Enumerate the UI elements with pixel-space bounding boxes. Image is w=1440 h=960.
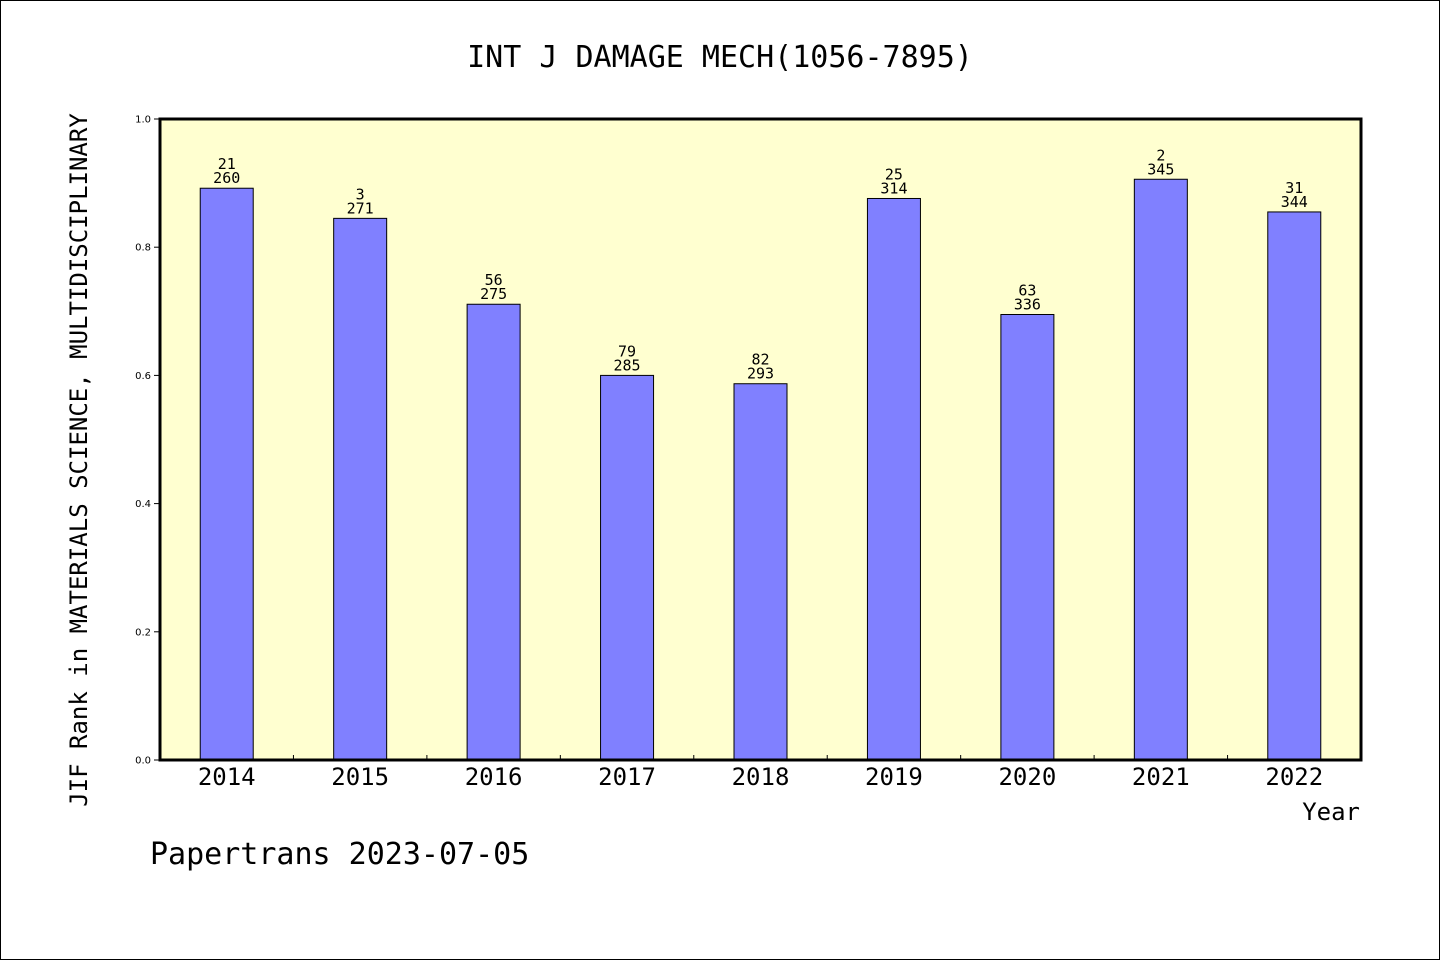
data-label-total-2021: 345 <box>1147 160 1174 178</box>
plot-border <box>158 117 1363 762</box>
data-label-rank-2015: 3 <box>356 185 365 203</box>
x-tick-label-2019: 2019 <box>865 763 923 791</box>
data-label-total-2018: 293 <box>747 365 774 383</box>
x-tick-label-2021: 2021 <box>1132 763 1190 791</box>
y-tick-label: 0.0 <box>135 756 151 767</box>
x-tick-label-2014: 2014 <box>198 763 256 791</box>
bar-2022 <box>1267 211 1322 761</box>
y-tick-label: 0.2 <box>135 627 151 638</box>
footer-source-date: Papertrans 2023-07-05 <box>150 837 529 872</box>
x-tick-label-2018: 2018 <box>732 763 790 791</box>
data-label-rank-2019: 25 <box>885 165 903 183</box>
x-tick-label-2020: 2020 <box>998 763 1056 791</box>
data-label-total-2017: 285 <box>614 356 641 374</box>
data-label-rank-2017: 79 <box>618 342 636 360</box>
bar-2015 <box>333 217 388 761</box>
bar-group <box>199 178 1322 761</box>
bar-2014 <box>199 187 254 761</box>
x-axis-ticks: 2014 2015 2016 2017 2018 2019 2020 2021 2022 <box>198 755 1323 791</box>
bar-2019 <box>866 197 921 761</box>
data-label-rank-2022: 31 <box>1285 179 1303 197</box>
data-label-total-2015: 271 <box>347 199 374 217</box>
y-tick-label: 0.8 <box>135 243 151 254</box>
data-label-rank-2018: 82 <box>751 351 769 369</box>
y-tick-label: 1.0 <box>135 115 151 126</box>
data-label-total-2020: 336 <box>1014 296 1041 314</box>
x-tick-label-2015: 2015 <box>331 763 389 791</box>
x-tick-label-2017: 2017 <box>598 763 656 791</box>
bar-2017 <box>600 374 655 761</box>
data-label-rank-2014: 21 <box>218 155 236 173</box>
data-label-total-2014: 260 <box>213 169 240 187</box>
chart-title: INT J DAMAGE MECH(1056-7895) <box>467 40 973 75</box>
y-tick-label: 0.4 <box>135 499 151 510</box>
y-tick-label: 0.6 <box>135 371 151 382</box>
data-label-rank-2016: 56 <box>485 271 503 289</box>
data-label-rank-2020: 63 <box>1018 282 1036 300</box>
x-tick-label-2022: 2022 <box>1265 763 1323 791</box>
data-label-total-2022: 344 <box>1281 193 1308 211</box>
y-axis-label: JIF Rank in MATERIALS SCIENCE, MULTIDISC… <box>65 113 93 807</box>
x-axis-label: Year <box>1302 798 1360 826</box>
bar-2020 <box>1000 314 1055 761</box>
x-tick-label-2016: 2016 <box>465 763 523 791</box>
bar-2018 <box>733 383 788 761</box>
bar-2016 <box>466 303 521 761</box>
data-label-total-2016: 275 <box>480 285 507 303</box>
bar-2021 <box>1133 178 1188 761</box>
data-label-total-2019: 314 <box>880 179 907 197</box>
data-label-rank-2021: 2 <box>1156 146 1165 164</box>
y-axis-ticks: 0.0 0.2 0.4 0.6 0.8 1.0 <box>135 115 160 767</box>
